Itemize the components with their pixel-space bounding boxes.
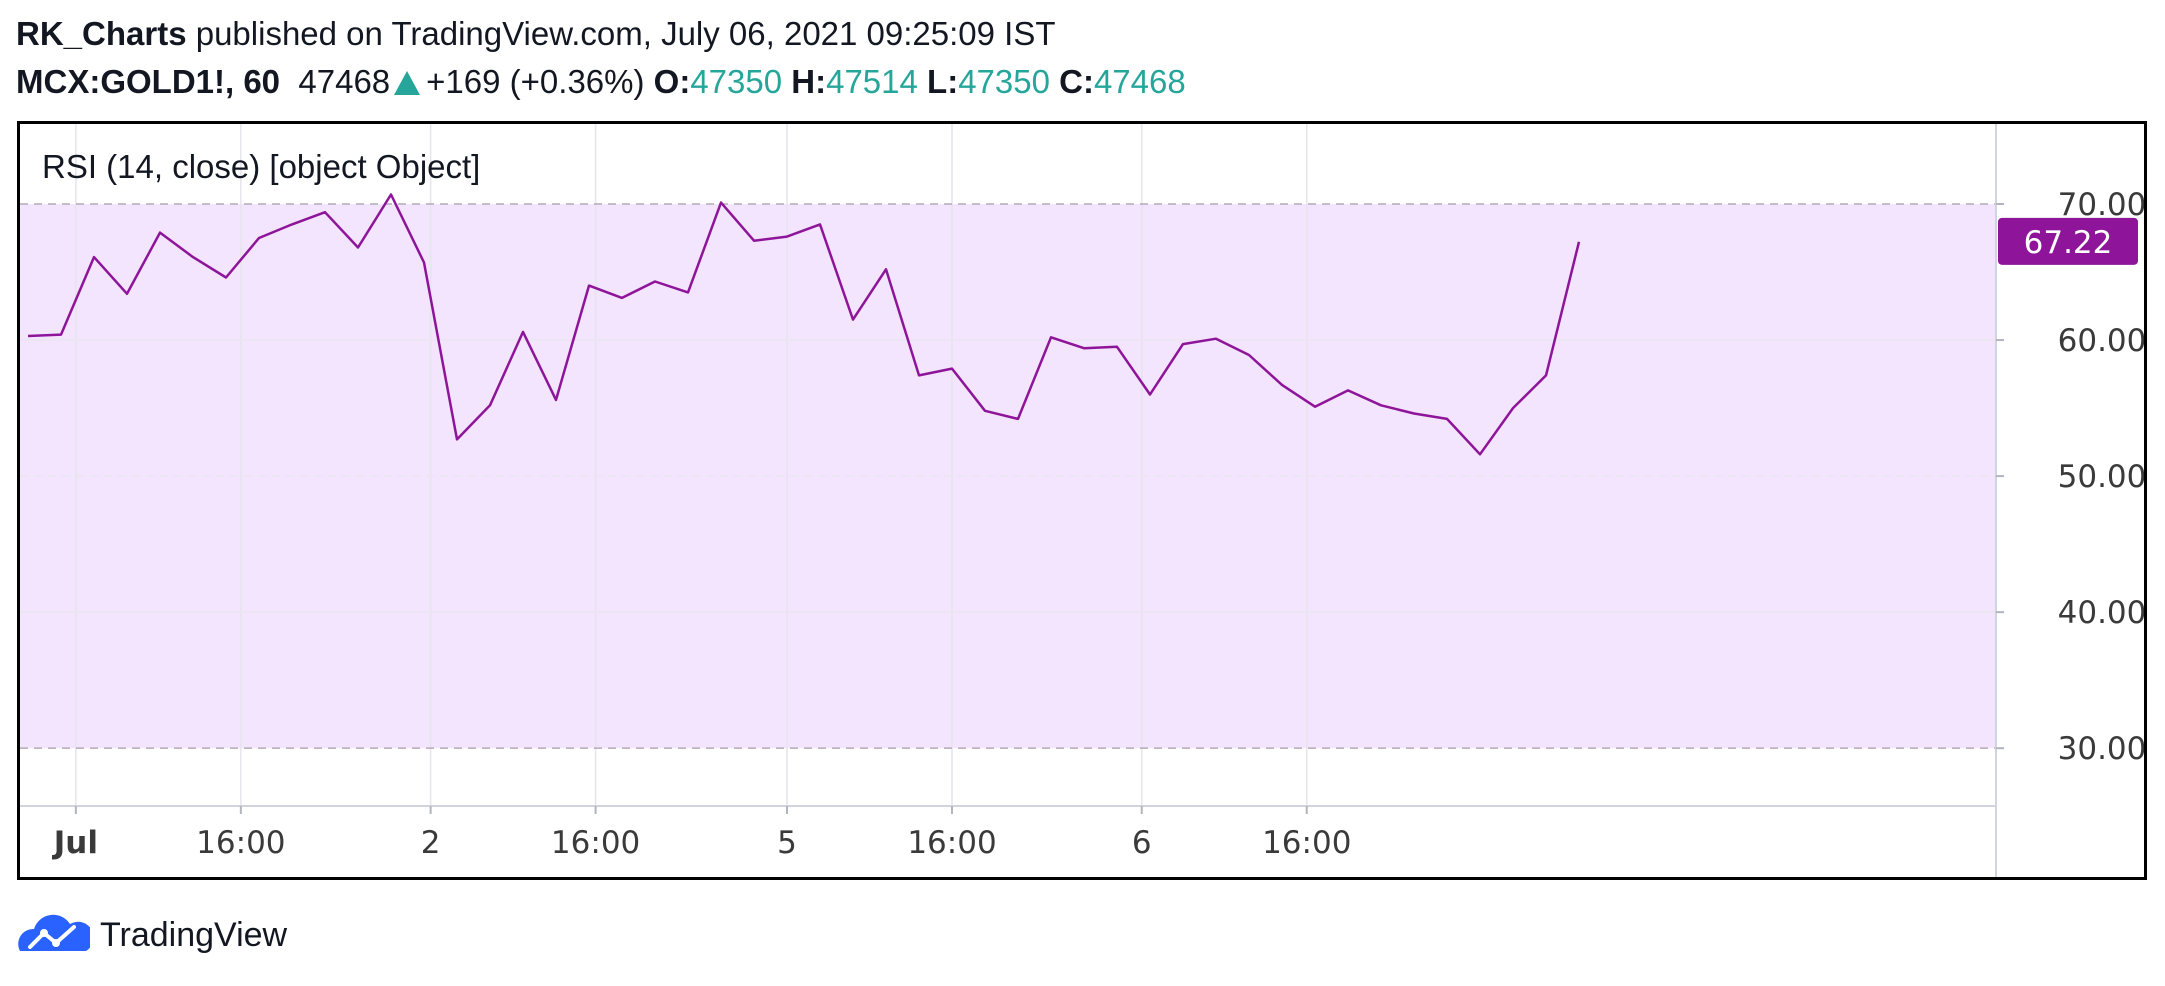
open-label: O: <box>653 63 691 100</box>
x-tick-label: Jul <box>52 825 98 861</box>
y-tick-label: 60.00 <box>2058 323 2144 359</box>
up-triangle-icon <box>394 71 421 95</box>
close-value: 47468 <box>1093 63 1186 100</box>
low-label: L: <box>927 63 959 100</box>
x-tick-label: 6 <box>1132 825 1152 861</box>
publish-header: RK_Charts published on TradingView.com, … <box>16 10 1056 58</box>
current-value-badge <box>1998 217 2138 265</box>
y-tick-label: 30.00 <box>2058 731 2144 767</box>
x-tick-label: 16:00 <box>551 825 640 861</box>
high-label: H: <box>791 63 827 100</box>
y-tick-label: 50.00 <box>2058 459 2144 495</box>
chart-title: RSI (14, close) [object Object] <box>42 148 480 185</box>
symbol-label: MCX:GOLD1!, 60 <box>16 63 281 100</box>
current-value-label: 67.22 <box>2024 225 2113 261</box>
x-tick-label: 16:00 <box>196 825 285 861</box>
chart-frame[interactable]: 70.00 60.00 50.00 40.00 30.00 Jul 16:00 2 16:00 5… <box>17 121 2147 880</box>
x-tick-label: 16:00 <box>1262 825 1351 861</box>
last-price: 47468 <box>298 63 391 100</box>
y-tick-label: 40.00 <box>2058 595 2144 631</box>
x-tick-label: 16:00 <box>907 825 996 861</box>
price-change: +169 (+0.36%) <box>426 63 645 100</box>
close-label: C: <box>1059 63 1094 100</box>
y-tick-label: 70.00 <box>2058 187 2144 223</box>
open-value: 47350 <box>690 63 783 100</box>
low-value: 47350 <box>958 63 1050 100</box>
published-info: published on TradingView.com, July 06, 2… <box>186 15 1056 52</box>
high-value: 47514 <box>826 63 918 100</box>
rsi-chart[interactable]: 70.00 60.00 50.00 40.00 30.00 Jul 16:00 2 16:00 5… <box>20 124 2144 877</box>
quote-row: MCX:GOLD1!, 60 47468 +169 (+0.36%) O:4735… <box>16 58 1186 106</box>
x-tick-label: 5 <box>777 825 797 861</box>
author-name: RK_Charts <box>16 15 187 52</box>
tradingview-cloud-logo-icon <box>16 911 94 960</box>
footer-brand: TradingView <box>100 915 288 954</box>
x-tick-label: 2 <box>421 825 441 861</box>
rsi-line <box>27 193 1581 456</box>
footer: TradingView <box>16 910 287 960</box>
